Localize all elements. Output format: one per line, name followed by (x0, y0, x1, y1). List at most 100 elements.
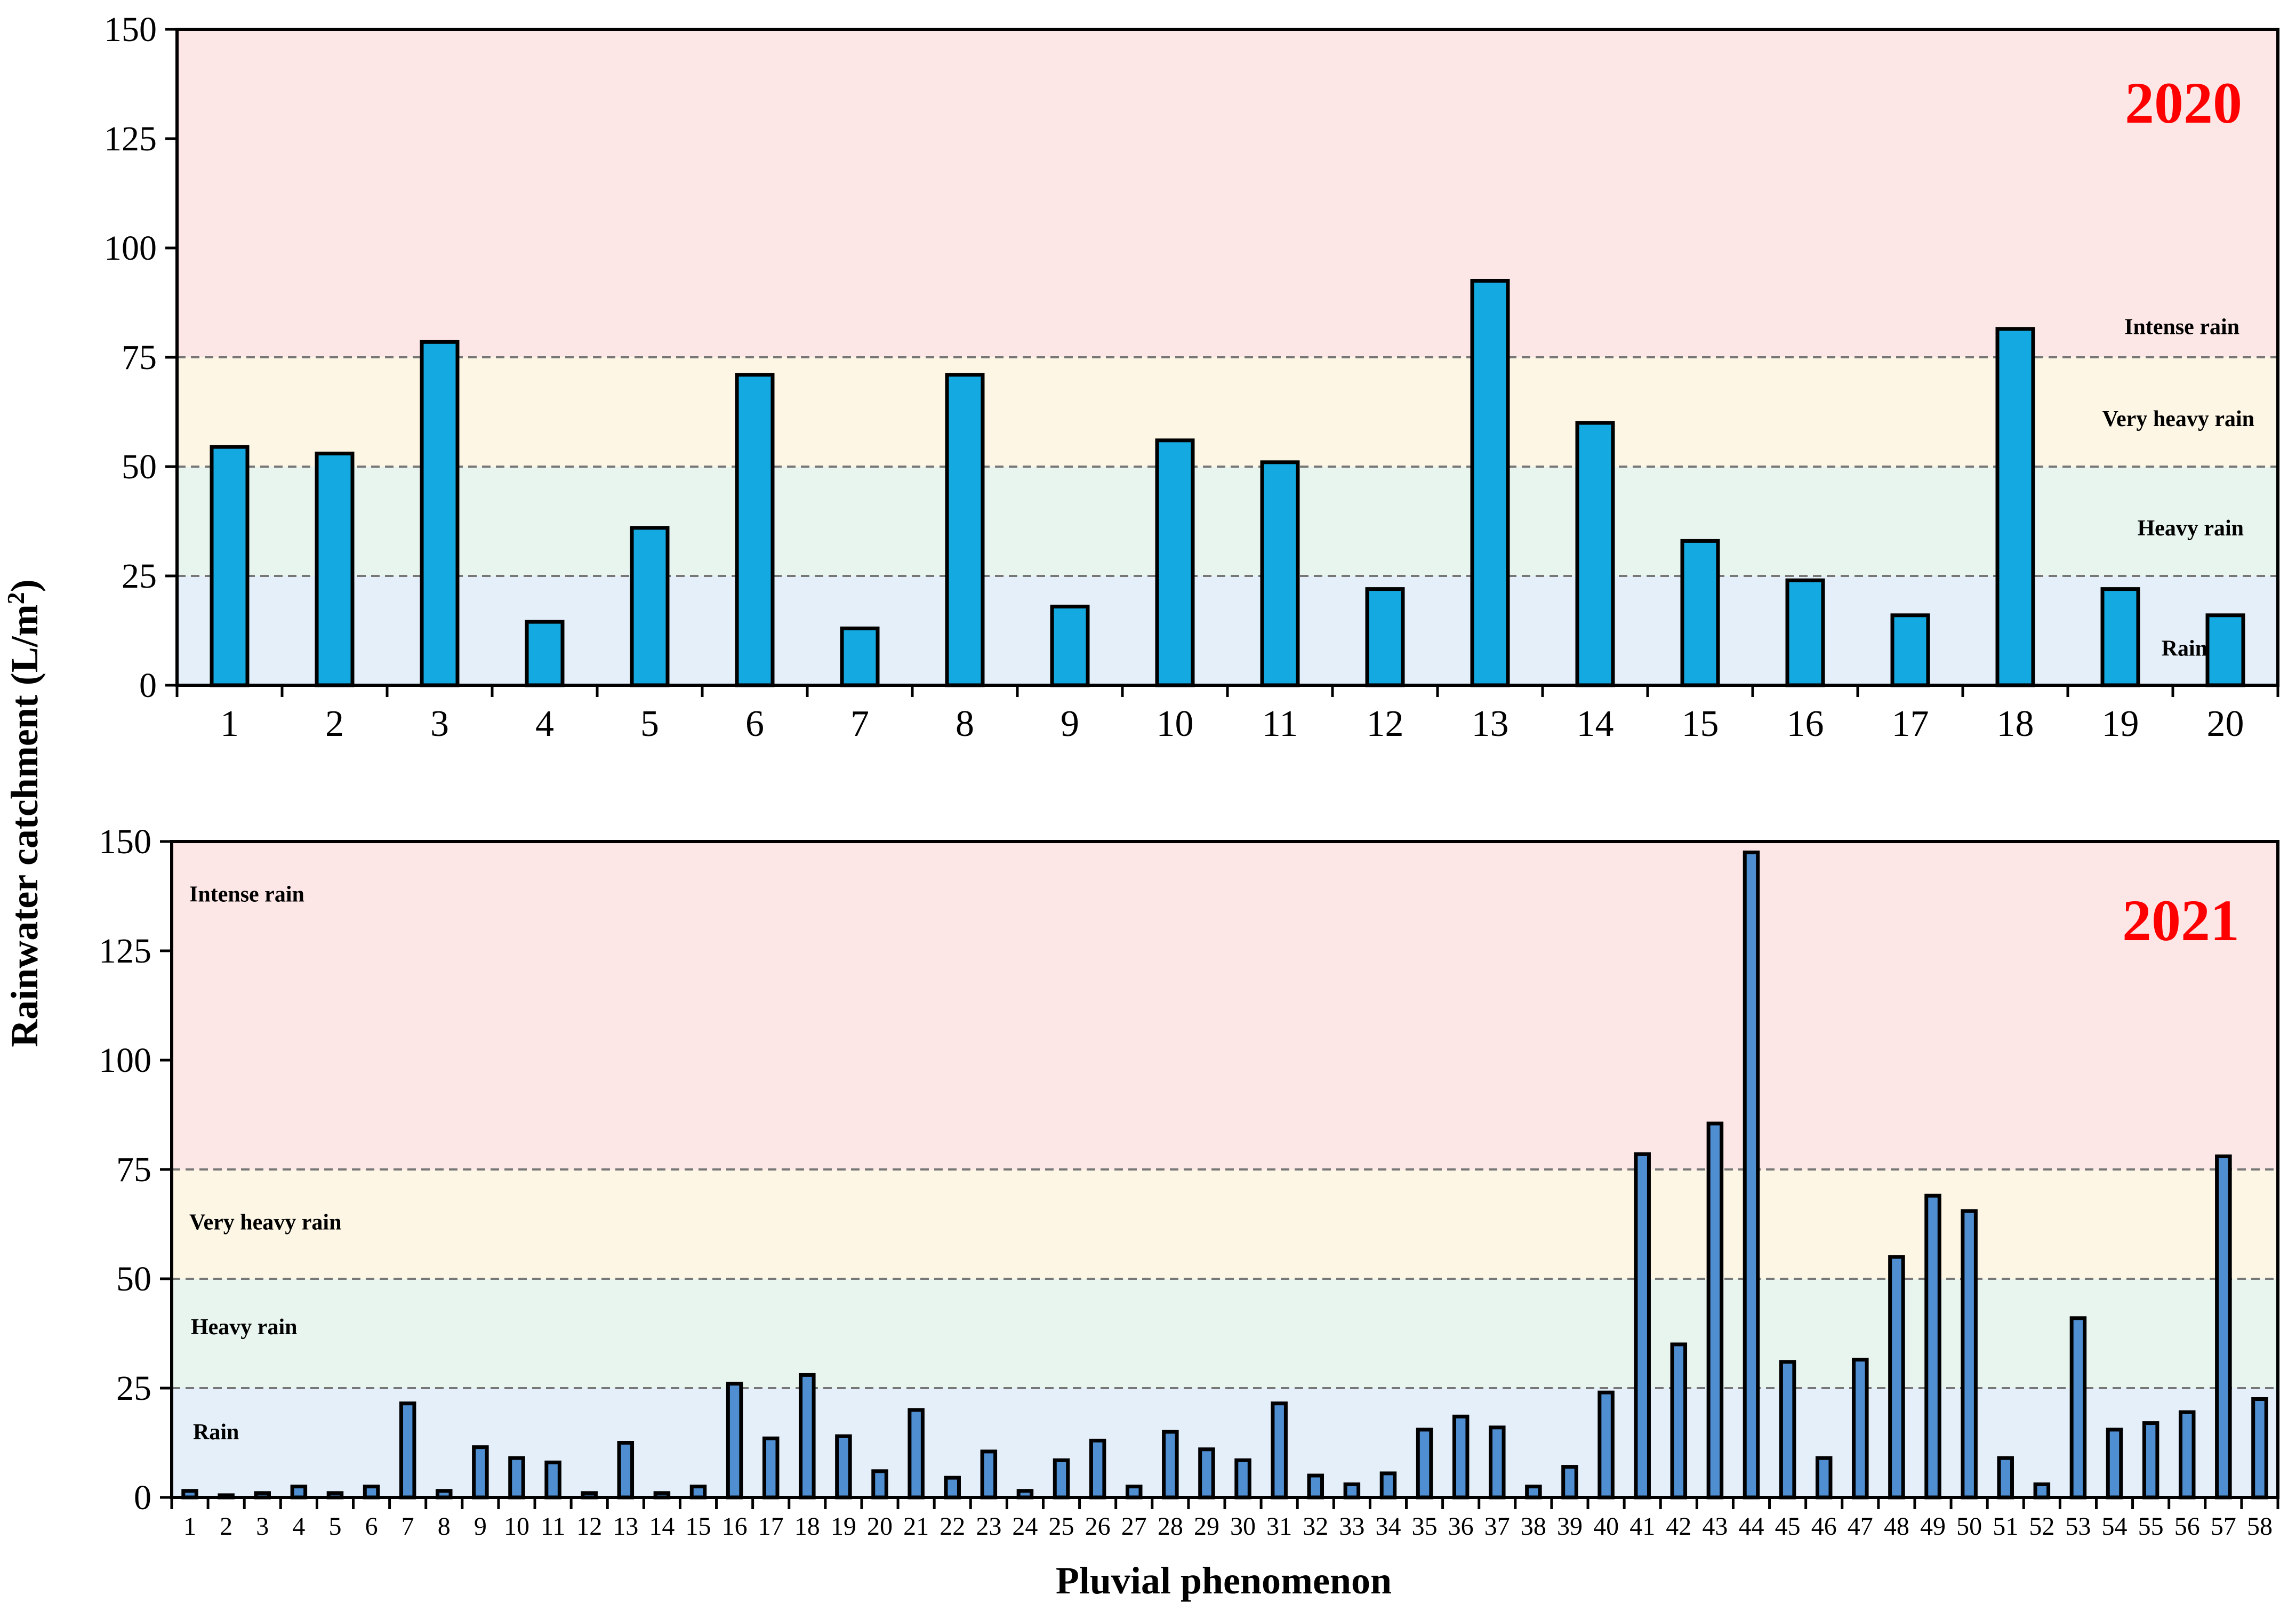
bar-2020-12 (1365, 587, 1405, 687)
y-tick-label-2021-100: 100 (99, 1041, 151, 1080)
x-tick-label-2021-47: 47 (1848, 1512, 1873, 1541)
x-tick-label-2021-37: 37 (1484, 1512, 1510, 1541)
bar-2021-15 (689, 1485, 707, 1500)
x-tick-label-2021-15: 15 (686, 1512, 711, 1541)
y-axis-title-main: Rainwater catchment (L/m (3, 604, 46, 1047)
zone-band-intense-rain (172, 841, 2278, 1169)
bar-2020-7 (840, 626, 880, 687)
bar-2020-2 (315, 451, 355, 687)
x-tick-label-2021-50: 50 (1956, 1512, 1982, 1541)
bar-2021-43 (1706, 1121, 1724, 1500)
x-tick-label-2020-20: 20 (2207, 703, 2244, 744)
bar-2021-4 (290, 1485, 308, 1500)
bar-2020-16 (1785, 578, 1825, 687)
x-tick-label-2021-3: 3 (256, 1512, 269, 1541)
x-axis-title: Pluvial phenomenon (1056, 1559, 1392, 1602)
bar-2020-18 (1995, 327, 2035, 687)
x-tick-label-2021-25: 25 (1049, 1512, 1074, 1541)
y-tick-label-2021-0: 0 (134, 1478, 151, 1517)
y-tick-label-2021-25: 25 (116, 1369, 151, 1408)
bar-2020-20 (2205, 613, 2245, 687)
y-tick-label-2021-50: 50 (116, 1260, 151, 1299)
bar-2021-58 (2251, 1397, 2268, 1500)
x-tick-label-2021-35: 35 (1412, 1512, 1438, 1541)
bar-2021-10 (508, 1456, 525, 1500)
x-tick-label-2021-16: 16 (722, 1512, 748, 1541)
x-tick-label-2021-29: 29 (1194, 1512, 1219, 1541)
y-tick-label-2020-100: 100 (104, 229, 157, 268)
bar-2020-6 (735, 373, 775, 687)
x-tick-label-2021-12: 12 (576, 1512, 602, 1541)
bar-2021-41 (1634, 1152, 1651, 1500)
x-tick-label-2021-1: 1 (183, 1512, 196, 1541)
bar-2021-28 (1162, 1430, 1179, 1500)
zone-label-2020-heavy-rain: Heavy rain (2138, 516, 2244, 541)
bar-2021-51 (1997, 1456, 2014, 1500)
x-tick-label-2021-43: 43 (1702, 1512, 1728, 1541)
bar-2021-17 (762, 1436, 780, 1500)
bar-2021-20 (871, 1469, 888, 1500)
x-tick-label-2021-32: 32 (1303, 1512, 1328, 1541)
bar-2020-15 (1680, 539, 1720, 687)
x-tick-label-2021-7: 7 (402, 1512, 414, 1541)
x-tick-label-2021-48: 48 (1884, 1512, 1909, 1541)
bar-2021-25 (1053, 1458, 1070, 1500)
x-tick-label-2021-58: 58 (2247, 1512, 2273, 1541)
x-tick-label-2021-13: 13 (613, 1512, 638, 1541)
x-tick-label-2021-57: 57 (2211, 1512, 2236, 1541)
y-tick-label-2020-50: 50 (122, 447, 157, 486)
bar-2021-7 (399, 1401, 416, 1500)
bar-2021-53 (2069, 1316, 2087, 1500)
bar-2021-33 (1343, 1482, 1361, 1500)
y-axis-title-superscript: 2 (2, 592, 29, 604)
x-tick-label-2021-4: 4 (292, 1512, 305, 1541)
x-tick-label-2021-24: 24 (1012, 1512, 1038, 1541)
y-tick-label-2021-75: 75 (116, 1150, 151, 1189)
zone-band-rain (177, 576, 2278, 685)
x-tick-label-2020-16: 16 (1787, 703, 1824, 744)
bar-2021-52 (2033, 1482, 2051, 1500)
x-tick-label-2020-6: 6 (745, 703, 764, 744)
x-tick-label-2021-45: 45 (1775, 1512, 1801, 1541)
bar-2020-17 (1890, 613, 1930, 687)
x-tick-label-2021-19: 19 (831, 1512, 856, 1541)
x-tick-label-2020-7: 7 (850, 703, 869, 744)
bar-2021-16 (726, 1382, 743, 1500)
bar-2021-39 (1561, 1465, 1578, 1500)
bar-2021-40 (1597, 1390, 1615, 1500)
x-tick-label-2021-22: 22 (940, 1512, 965, 1541)
x-tick-label-2021-33: 33 (1339, 1512, 1364, 1541)
x-tick-label-2021-34: 34 (1375, 1512, 1401, 1541)
y-tick-label-2020-150: 150 (104, 10, 157, 49)
x-tick-label-2020-8: 8 (956, 703, 974, 744)
x-tick-label-2020-2: 2 (325, 703, 344, 744)
bar-2021-23 (980, 1449, 998, 1500)
x-tick-label-2020-10: 10 (1157, 703, 1194, 744)
x-tick-label-2021-27: 27 (1121, 1512, 1147, 1541)
bar-2021-37 (1489, 1425, 1506, 1500)
year-label-2021: 2021 (2122, 888, 2239, 953)
x-tick-label-2021-44: 44 (1739, 1512, 1764, 1541)
x-tick-label-2021-17: 17 (758, 1512, 784, 1541)
bar-2020-14 (1575, 421, 1615, 687)
bar-2020-5 (630, 526, 670, 687)
x-tick-label-2021-39: 39 (1557, 1512, 1583, 1541)
x-tick-label-2020-18: 18 (1997, 703, 2034, 744)
zone-label-2020-very-heavy-rain: Very heavy rain (2102, 407, 2254, 431)
bar-2021-45 (1779, 1360, 1796, 1500)
bar-2021-29 (1198, 1447, 1215, 1500)
x-tick-label-2021-52: 52 (2029, 1512, 2054, 1541)
bar-2021-55 (2142, 1421, 2159, 1500)
x-tick-label-2021-5: 5 (328, 1512, 341, 1541)
x-tick-label-2020-15: 15 (1682, 703, 1719, 744)
y-tick-label-2020-25: 25 (122, 557, 157, 596)
zone-label-2021-heavy-rain: Heavy rain (191, 1315, 297, 1340)
bar-2021-26 (1089, 1438, 1106, 1500)
bar-2020-4 (525, 620, 565, 687)
bar-2020-8 (945, 373, 985, 687)
zone-band-intense-rain (177, 29, 2278, 357)
y-tick-label-2020-0: 0 (139, 666, 157, 705)
year-label-2020: 2020 (2125, 70, 2242, 135)
